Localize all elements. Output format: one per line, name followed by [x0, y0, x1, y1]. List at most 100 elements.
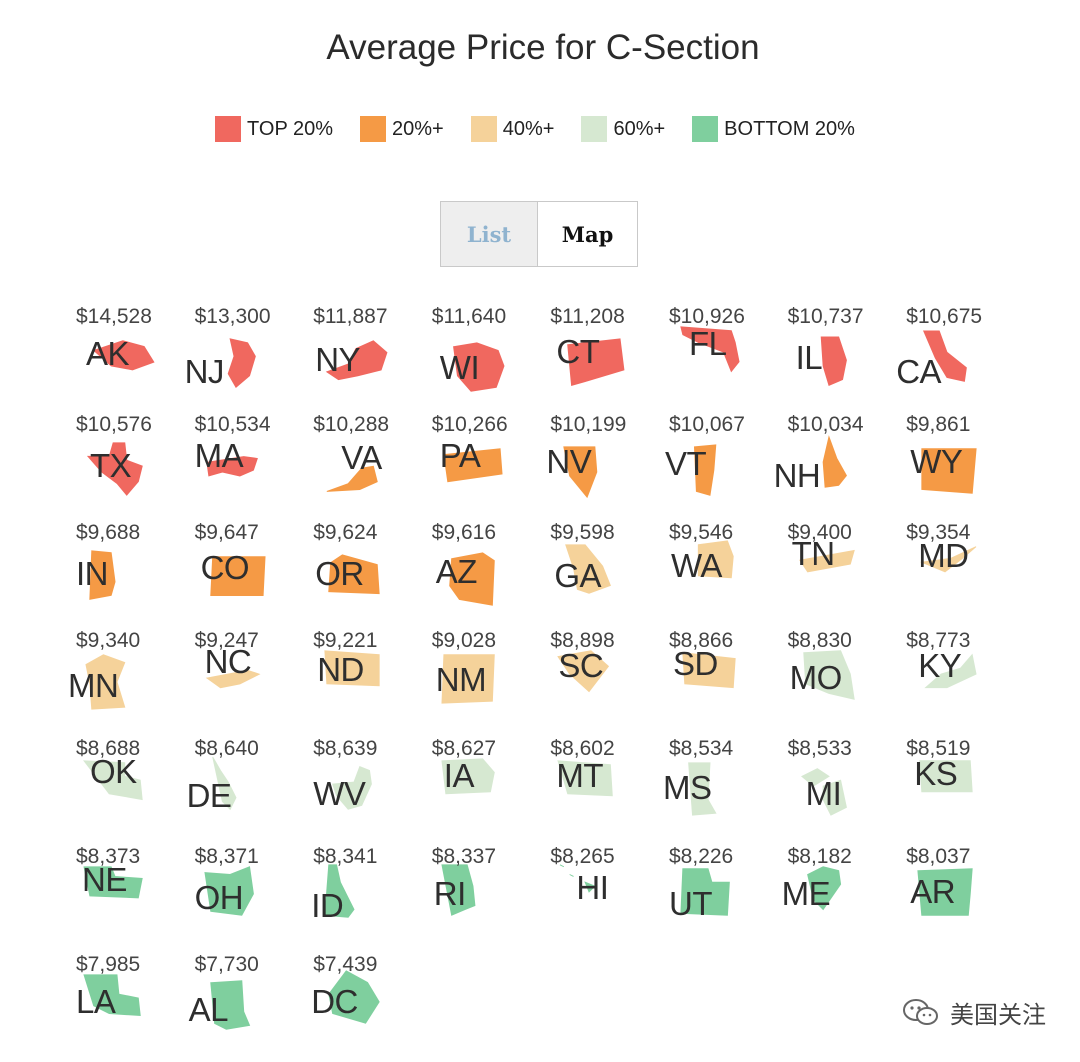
- state-abbr: NY: [315, 341, 361, 378]
- state-price: $7,439: [313, 953, 378, 976]
- state-shape-ct: [567, 338, 625, 387]
- state-shape-il: [820, 336, 847, 387]
- state-shape-ky: [924, 653, 977, 689]
- state-fill: [441, 864, 476, 916]
- state-shape-la: [83, 974, 141, 1017]
- legend-label: 60%+: [613, 117, 666, 140]
- state-abbr: AK: [86, 335, 130, 372]
- state-fill: [917, 868, 973, 916]
- state-abbr: ME: [781, 875, 831, 912]
- state-shape-fl: [680, 326, 740, 373]
- state-price: $8,265: [550, 845, 615, 868]
- state-fill: [693, 444, 717, 496]
- state-shape-nv: [563, 446, 598, 499]
- state-cell-nc: $9,247 NC: [195, 629, 313, 737]
- state-shape-in: [89, 550, 116, 600]
- state-abbr: WI: [439, 349, 480, 386]
- state-abbr: RI: [433, 875, 467, 912]
- state-shape-al: [209, 980, 250, 1030]
- state-price: $9,861: [906, 413, 971, 436]
- state-shape-nd: [324, 650, 380, 687]
- state-shape-ut: [680, 868, 730, 916]
- state-fill: [441, 654, 495, 704]
- state-shape-wa: [697, 540, 734, 579]
- state-fill: [688, 762, 717, 816]
- state-price: $10,534: [194, 413, 271, 436]
- legend-swatch: [470, 116, 497, 142]
- state-shape-vt: [693, 444, 717, 496]
- list-view-button[interactable]: List: [441, 202, 537, 266]
- state-price: $9,340: [76, 629, 141, 652]
- state-fill: [211, 756, 237, 811]
- state-cell-me: $8,182 ME: [782, 845, 906, 953]
- state-shape-pa: [443, 448, 503, 483]
- state-fill: [820, 336, 847, 387]
- state-abbr: MS: [663, 769, 712, 806]
- state-cell-ma: $10,534 MA: [195, 413, 313, 521]
- state-price: $8,226: [669, 845, 734, 868]
- state-price: $8,337: [431, 845, 497, 868]
- state-cell-de: $8,640 DE: [187, 737, 313, 845]
- state-cell-dc: $7,439 DC: [311, 953, 431, 1061]
- state-price: $10,266: [431, 413, 508, 436]
- state-shape-mi: [800, 768, 847, 816]
- state-cell-ca: $10,675 CA: [896, 305, 1024, 413]
- state-shape-mn: [85, 654, 126, 710]
- state-abbr: CA: [896, 353, 942, 390]
- state-shape-ca: [923, 330, 968, 382]
- state-shape-co: [209, 556, 266, 596]
- state-abbr: DE: [186, 777, 232, 814]
- legend-label: 40%+: [502, 117, 555, 140]
- state-abbr: NE: [82, 861, 127, 898]
- state-abbr: GA: [554, 557, 602, 594]
- state-cell-mo: $8,830 MO: [788, 629, 906, 737]
- state-fill: [85, 654, 126, 710]
- state-fill: [449, 552, 495, 606]
- state-abbr: AZ: [435, 553, 478, 590]
- state-shape-ny: [325, 340, 388, 381]
- state-shape-ia: [441, 758, 495, 795]
- state-fill: [328, 554, 380, 595]
- state-cell-pa: $10,266 PA: [432, 413, 550, 521]
- state-abbr: NV: [546, 443, 592, 480]
- state-cell-oh: $8,371 OH: [195, 845, 313, 953]
- state-fill: [89, 550, 116, 600]
- state-cell-mn: $9,340 MN: [68, 629, 194, 737]
- chat-icon: [903, 998, 938, 1025]
- state-price: $9,247: [194, 629, 259, 652]
- state-price: $9,624: [313, 521, 378, 544]
- state-abbr: IA: [443, 757, 475, 794]
- legend: TOP 20% 20%+ 40%+ 60%+ BOTTOM 20%: [0, 116, 1070, 142]
- state-fill: [441, 758, 495, 795]
- state-fill: [557, 650, 610, 693]
- state-shape-nm: [441, 654, 495, 704]
- state-cell-vt: $10,067 VT: [665, 413, 787, 521]
- state-abbr: PA: [439, 437, 481, 474]
- state-fill: [921, 448, 977, 494]
- state-abbr: SC: [558, 647, 604, 684]
- state-shape-ms: [688, 762, 717, 816]
- state-fill: [920, 546, 977, 573]
- legend-item-bottom20: BOTTOM 20%: [692, 116, 855, 142]
- state-price: $9,647: [194, 521, 259, 544]
- state-price: $8,341: [313, 845, 378, 868]
- state-fill: [83, 974, 141, 1017]
- state-abbr: NM: [435, 661, 487, 698]
- state-cell-or: $9,624 OR: [313, 521, 431, 629]
- map-view-button[interactable]: Map: [537, 202, 637, 266]
- state-cell-tx: $10,576 TX: [76, 413, 194, 521]
- state-fill: [452, 342, 505, 392]
- state-fill: [800, 768, 847, 816]
- state-shape-wv: [332, 765, 373, 810]
- state-cell-ak: $14,528 AK: [76, 305, 194, 413]
- state-abbr: MI: [805, 775, 842, 812]
- state-abbr: IN: [76, 555, 109, 592]
- state-shape-ma: [205, 456, 258, 477]
- state-cell-ne: $8,373 NE: [76, 845, 194, 953]
- state-fill: [92, 340, 155, 371]
- state-price: $10,737: [787, 305, 864, 328]
- state-price: $14,528: [76, 305, 152, 328]
- state-cell-ct: $11,208 CT: [550, 305, 668, 413]
- state-price: $9,616: [431, 521, 497, 544]
